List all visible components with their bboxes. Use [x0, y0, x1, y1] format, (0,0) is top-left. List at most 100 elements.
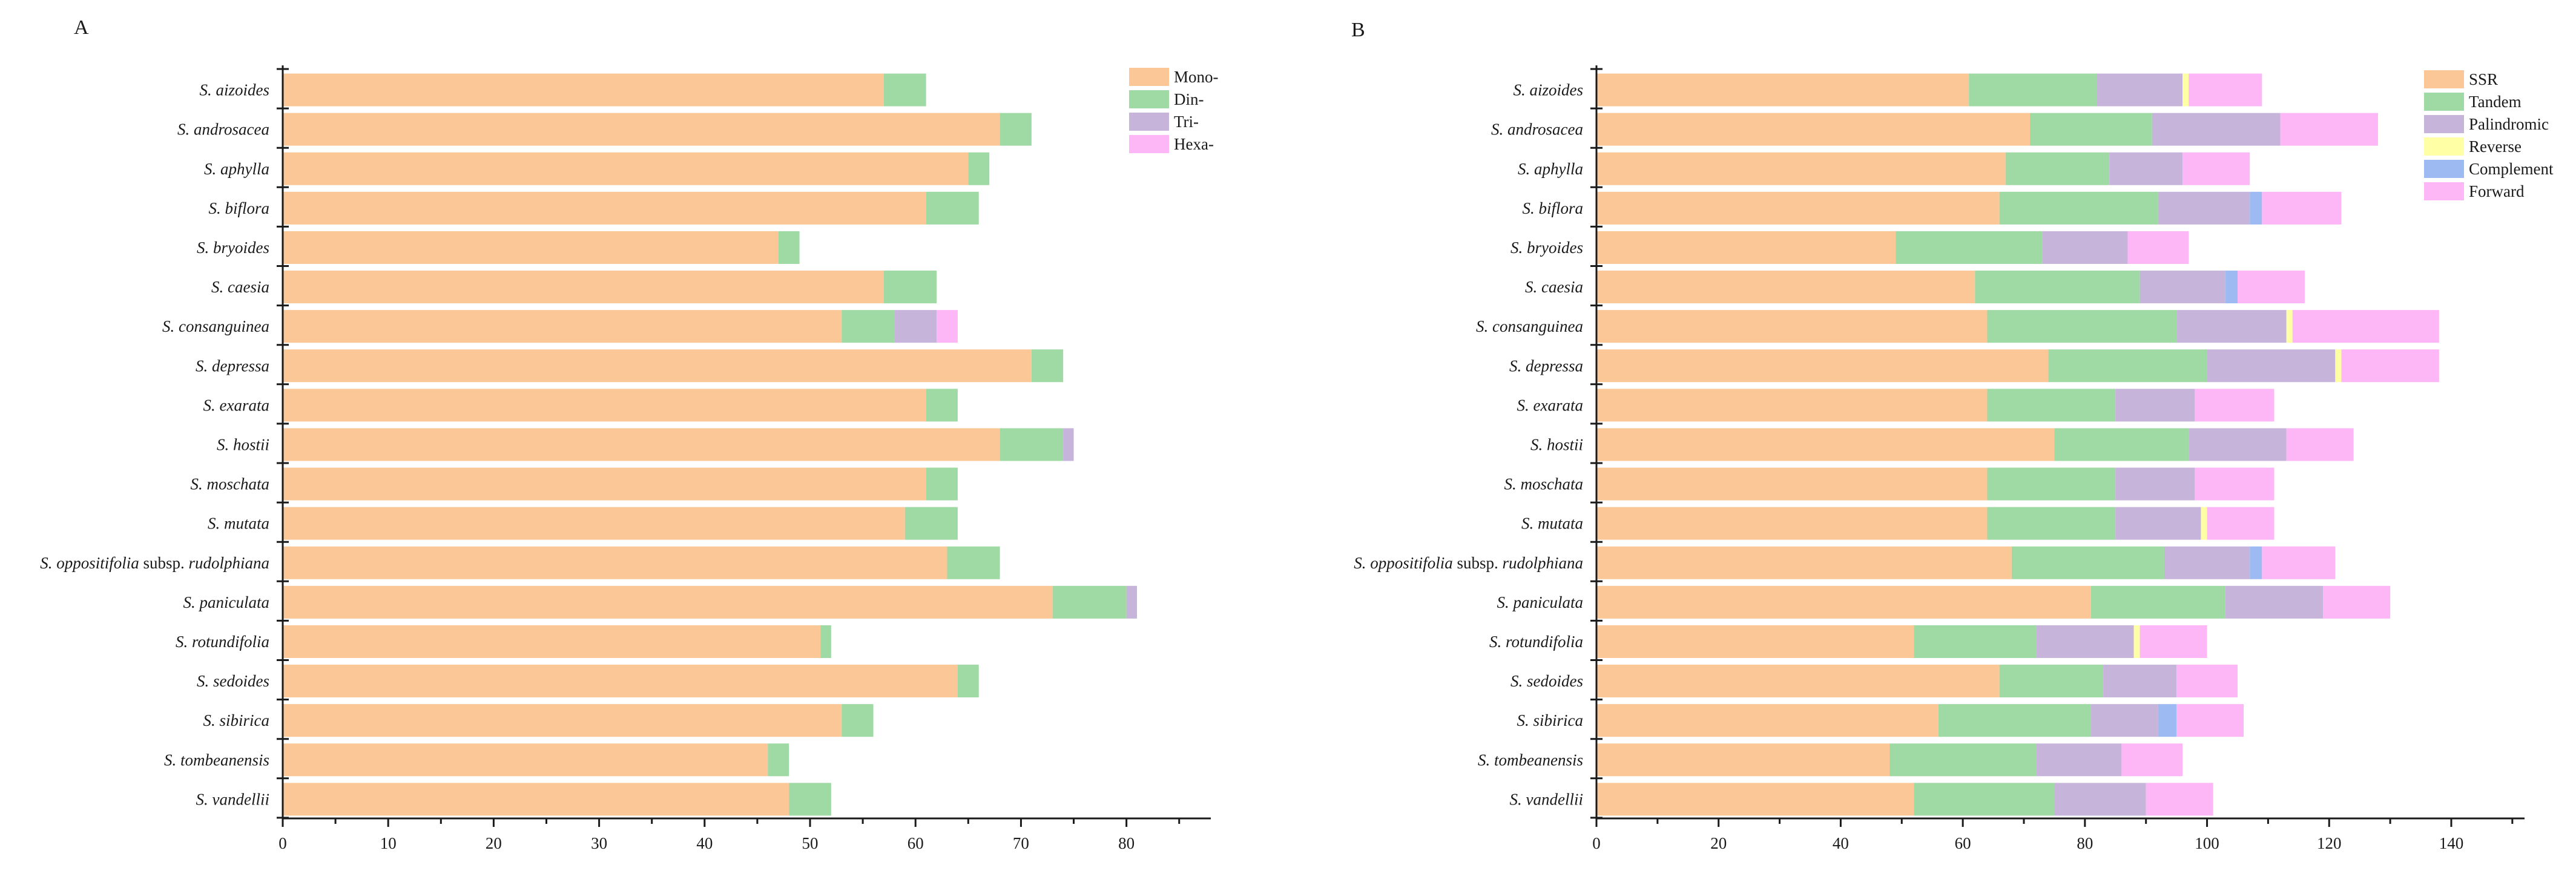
panel-b-bar-forward-s-aizoides: [2189, 73, 2262, 107]
panel-a-category-label-s-vandellii: S. vandellii: [196, 790, 269, 808]
panel-b-bar-ssr-s-sibirica: [1596, 704, 1939, 737]
panel-b-bar-reverse-s-aizoides: [2182, 73, 2189, 107]
panel-a-bar-din-s-biflora: [926, 191, 979, 225]
panel-b-bar-tandem-s-androsacea: [2030, 113, 2152, 146]
panel-b-bar-tandem-s-depressa: [2048, 349, 2207, 383]
panel-b-bar-forward-s-hostii: [2286, 428, 2354, 461]
panel-b-bar-tandem-s-mutata: [1987, 507, 2116, 540]
panel-b-bar-palindromic-s-sedoides: [2103, 665, 2177, 698]
panel-b-bar-palindromic-s-androsacea: [2152, 113, 2281, 146]
panel-a-bar-mono-s-exarata: [283, 389, 926, 422]
panel-a-category-label-s-paniculata: S. paniculata: [183, 593, 270, 611]
panel-b-x-tick-label: 100: [2195, 834, 2219, 852]
panel-b-bar-tandem-s-vandellii: [1914, 783, 2055, 816]
panel-a-bar-din-s-aizoides: [883, 73, 926, 107]
panel-a-bar-din-s-hostii: [1000, 428, 1064, 461]
panel-a-category-label-s-bryoides: S. bryoides: [197, 239, 269, 257]
panel-a-legend-label-tri: Tri-: [1174, 113, 1199, 131]
panel-b-bar-palindromic-s-mutata: [2115, 507, 2201, 540]
panel-a-bar-mono-s-tombeanensis: [283, 743, 768, 777]
panel-b-bar-palindromic-s-tombeanensis: [2036, 743, 2122, 777]
panel-a-bar-mono-s-rotundifolia: [283, 625, 821, 658]
panel-b-bar-palindromic-s-aizoides: [2097, 73, 2183, 107]
panel-b-legend-label-palindromic: Palindromic: [2469, 115, 2549, 133]
panel-b-bar-reverse-s-consanguinea: [2286, 310, 2293, 343]
panel-b-chart: B S. aizoides S. androsacea S. aphylla S. b…: [1351, 19, 2554, 852]
panel-b-category-label-s-oppositifolia-subsp-rudolphiana: S. oppositifolia subsp. rudolphiana: [1354, 554, 1583, 572]
panel-a-bar-mono-s-aizoides: [283, 73, 884, 107]
panel-b-bar-ssr-s-bryoides: [1596, 231, 1896, 264]
panel-b-bar-complement-s-biflora: [2250, 191, 2262, 225]
panel-b-bar-forward-s-consanguinea: [2292, 310, 2439, 343]
panel-b-bar-complement-s-caesia: [2225, 271, 2238, 304]
panel-b-category-label-s-sedoides: S. sedoides: [1510, 672, 1583, 690]
panel-a-bar-mono-s-mutata: [283, 507, 905, 540]
panel-b-bar-tandem-s-caesia: [1975, 271, 2140, 304]
panel-a-category-label-s-exarata: S. exarata: [203, 396, 269, 414]
panel-a-bar-din-s-consanguinea: [842, 310, 895, 343]
panel-b-category-label-s-mutata: S. mutata: [1521, 515, 1583, 533]
panel-a-category-label-s-consanguinea: S. consanguinea: [162, 317, 269, 335]
panel-b-bar-ssr-s-consanguinea: [1596, 310, 1988, 343]
panel-a-category-label-s-sibirica: S. sibirica: [203, 711, 269, 729]
panel-a-bar-mono-s-paniculata: [283, 585, 1053, 619]
panel-b-category-label-s-depressa: S. depressa: [1509, 357, 1583, 375]
panel-a-bar-mono-s-sibirica: [283, 704, 842, 737]
panel-a-legend-label-din: Din-: [1174, 90, 1204, 108]
panel-b-bar-tandem-s-oppositifolia-subsp-rudolphiana: [2011, 546, 2164, 579]
panel-a-x-tick-label: 80: [1118, 834, 1135, 852]
panel-a-bar-mono-s-bryoides: [283, 231, 779, 264]
panel-b-bar-ssr-s-mutata: [1596, 507, 1988, 540]
panel-a-category-label-s-moschata: S. moschata: [191, 475, 270, 493]
panel-b-category-label-s-caesia: S. caesia: [1525, 278, 1583, 296]
panel-b-bar-forward-s-aphylla: [2182, 152, 2250, 185]
panel-a-x-tick-label: 0: [278, 834, 287, 852]
panel-b-bar-tandem-s-exarata: [1987, 389, 2116, 422]
panel-b-category-label-s-rotundifolia: S. rotundifolia: [1489, 633, 1583, 651]
panel-b-bar-ssr-s-exarata: [1596, 389, 1988, 422]
panel-b-bar-palindromic-s-caesia: [2140, 271, 2225, 304]
panel-b-legend-label-ssr: SSR: [2469, 70, 2498, 88]
panel-a-legend-swatch-mono: [1129, 68, 1169, 86]
panel-b-legend-label-tandem: Tandem: [2469, 93, 2522, 111]
panel-a-legend: Mono- Din- Tri- Hexa-: [1129, 68, 1219, 153]
panel-b-x-tick-label: 80: [2077, 834, 2093, 852]
panel-b-bar-tandem-s-rotundifolia: [1914, 625, 2037, 658]
panel-b-bar-forward-s-oppositifolia-subsp-rudolphiana: [2262, 546, 2336, 579]
panel-a-bar-din-s-androsacea: [1000, 113, 1032, 146]
panel-b-bar-ssr-s-androsacea: [1596, 113, 2031, 146]
panel-a-bar-mono-s-sedoides: [283, 665, 958, 698]
panel-b-legend-swatch-ssr: [2424, 70, 2464, 88]
panel-a-bar-din-s-mutata: [904, 507, 958, 540]
panel-b-bar-tandem-s-bryoides: [1896, 231, 2043, 264]
panel-b-bar-palindromic-s-sibirica: [2090, 704, 2158, 737]
panel-b-bar-ssr-s-depressa: [1596, 349, 2049, 383]
panel-b-bar-ssr-s-oppositifolia-subsp-rudolphiana: [1596, 546, 2012, 579]
panel-a-bar-din-s-caesia: [883, 271, 937, 304]
panel-b-bar-forward-s-biflora: [2262, 191, 2342, 225]
panel-b-bar-tandem-s-moschata: [1987, 467, 2116, 501]
panel-b-bar-palindromic-s-vandellii: [2054, 783, 2146, 816]
panel-b-bar-forward-s-caesia: [2237, 271, 2305, 304]
panel-b-legend: SSR Tandem Palindromic Reverse Complement For…: [2424, 70, 2554, 200]
panel-a-category-label-s-oppositifolia-subsp-rudolphiana: S. oppositifolia subsp. rudolphiana: [40, 554, 269, 572]
panel-a-category-label-s-caesia: S. caesia: [211, 278, 269, 296]
panel-a-category-label-s-aphylla: S. aphylla: [204, 160, 269, 178]
panel-b-bar-palindromic-s-aphylla: [2109, 152, 2183, 185]
panel-a-chart: A S. aizoides S. androsacea S. aphylla S. b…: [40, 16, 1218, 852]
panel-a-bar-mono-s-vandellii: [283, 783, 789, 816]
panel-b-bar-palindromic-s-biflora: [2158, 191, 2250, 225]
panel-a-letter: A: [74, 16, 89, 39]
panel-a-bar-din-s-moschata: [926, 467, 958, 501]
panel-a-bar-mono-s-consanguinea: [283, 310, 842, 343]
panel-a-x-tick-label: 60: [908, 834, 924, 852]
panel-b-bar-palindromic-s-consanguinea: [2176, 310, 2287, 343]
panel-a-category-label-s-androsacea: S. androsacea: [177, 120, 269, 139]
panel-b-bar-forward-s-sedoides: [2176, 665, 2238, 698]
panel-a-bar-din-s-vandellii: [789, 783, 831, 816]
panel-a-category-label-s-depressa: S. depressa: [196, 357, 269, 375]
panel-b-bar-ssr-s-rotundifolia: [1596, 625, 1914, 658]
panel-b-bar-forward-s-paniculata: [2323, 585, 2391, 619]
panel-b-bar-palindromic-s-rotundifolia: [2036, 625, 2134, 658]
panel-b-bar-reverse-s-mutata: [2201, 507, 2207, 540]
